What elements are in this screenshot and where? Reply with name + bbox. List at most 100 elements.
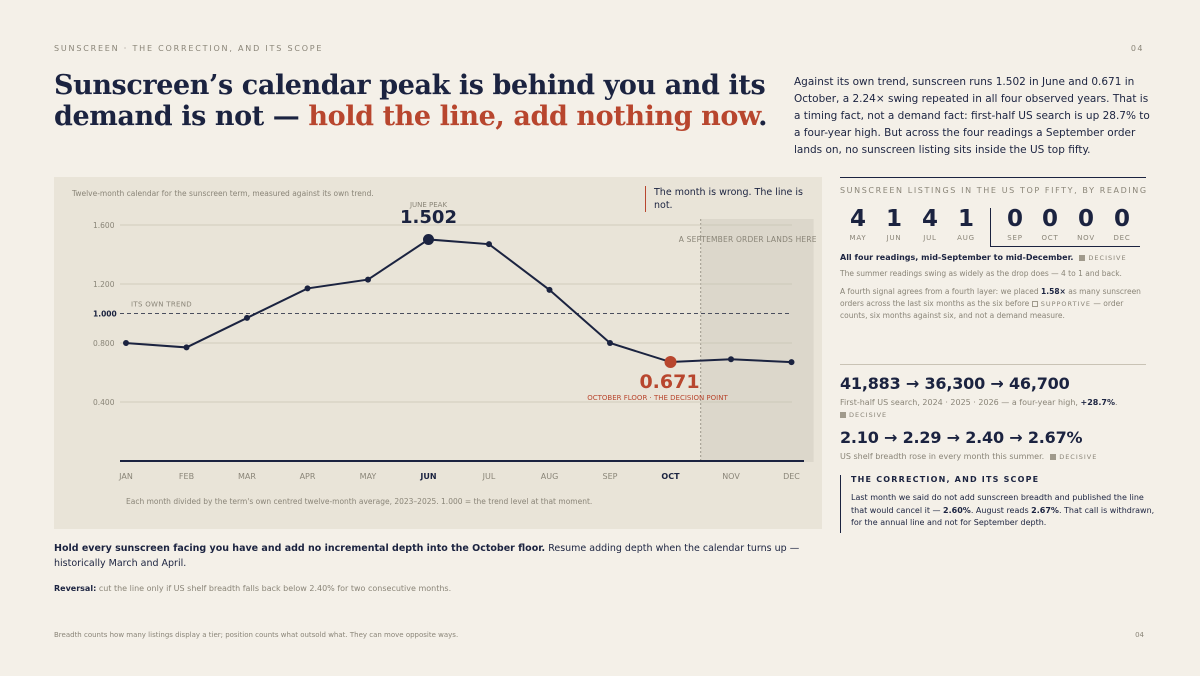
reading-count: 0	[1006, 206, 1023, 232]
readings-divider	[990, 208, 991, 246]
action-statement: Hold every sunscreen facing you have and…	[54, 541, 824, 571]
search-decisive-tag: DECISIVE	[840, 409, 887, 421]
action-bold: Hold every sunscreen facing you have and…	[54, 543, 546, 554]
reading-count: 0	[1113, 206, 1130, 232]
floor-point	[664, 356, 677, 369]
search-cap-c: .	[1114, 398, 1118, 407]
breadth-cap-text: US shelf breadth rose in every month thi…	[840, 452, 1045, 461]
line3-d: — order counts, six months against six, …	[840, 298, 1124, 321]
reading-month: SEP	[1007, 234, 1023, 242]
listings-line2: The summer readings swing as widely as t…	[840, 269, 1122, 278]
correction-body: Last month we said do not add sunscreen …	[851, 492, 1157, 530]
reading-oct: 0 OCT	[1032, 206, 1068, 242]
reading-month: AUG	[957, 234, 975, 242]
chart-canvas: A SEPTEMBER ORDER LANDS HERE 0.400 0.800 1.…	[93, 201, 817, 481]
search-caption: First-half US search, 2024 · 2025 · 2026…	[840, 397, 1150, 421]
x-tick-label: MAR	[238, 472, 256, 481]
reading-month: JUL	[923, 234, 937, 242]
x-tick-label: AUG	[541, 472, 559, 481]
x-tick-label: DEC	[783, 472, 800, 481]
reading-jul: 4 JUL	[912, 206, 948, 242]
page-number-bottom: 04	[1135, 631, 1144, 639]
data-point	[486, 241, 492, 248]
line3-c: as many sunscreen orders across the last…	[840, 287, 1141, 308]
reading-dec: 0 DEC	[1104, 206, 1140, 242]
listings-top-rule	[840, 177, 1146, 178]
reading-count: 0	[1077, 206, 1094, 232]
x-tick-label: NOV	[722, 472, 740, 481]
breadth-caption: US shelf breadth rose in every month thi…	[840, 451, 1150, 463]
reading-month: JUN	[886, 234, 902, 242]
reading-month: MAY	[849, 234, 867, 242]
reading-month: DEC	[1113, 234, 1131, 242]
x-tick-label: JAN	[118, 472, 133, 481]
reading-may: 4 MAY	[840, 206, 876, 242]
listings-line1: All four readings, mid-September to mid-…	[840, 253, 1146, 262]
reversal-label: Reversal:	[54, 584, 97, 593]
page-number-top: 04	[1130, 44, 1144, 53]
correction-box: THE CORRECTION, AND ITS SCOPE Last month…	[840, 475, 1157, 533]
section-kicker: SUNSCREEN · THE CORRECTION, AND ITS SCOP…	[54, 44, 324, 53]
x-tick-label: MAY	[360, 472, 377, 481]
corr-c: . August reads	[970, 505, 1032, 515]
listings-title: SUNSCREEN LISTINGS IN THE US TOP FIFTY, …	[840, 186, 1148, 195]
data-point	[607, 340, 613, 346]
reading-nov: 0 NOV	[1068, 206, 1104, 242]
action-rest: Resume adding depth when the calendar tu…	[54, 543, 800, 569]
data-point	[304, 285, 311, 292]
line3-multiplier: 1.58×	[1041, 287, 1066, 296]
floor-label: OCTOBER FLOOR · THE DECISION POINT	[587, 394, 728, 402]
reversal-note: Reversal: cut the line only if US shelf …	[54, 584, 451, 593]
reading-count: 1	[957, 206, 974, 232]
breadth-decisive-tag: DECISIVE	[1050, 451, 1097, 463]
reversal-text: cut the line only if US shelf breadth fa…	[96, 584, 452, 593]
decisive-tag: DECISIVE	[1079, 254, 1126, 262]
listings-line3: A fourth signal agrees from a fourth lay…	[840, 286, 1150, 322]
x-tick-label: JUL	[482, 472, 496, 481]
reading-count: 4	[849, 206, 866, 232]
footer-note: Breadth counts how many listings display…	[54, 631, 459, 639]
search-sequence: 41,883 → 36,300 → 46,700	[840, 374, 1070, 393]
headline-accent: hold the line, add nothing now	[308, 101, 759, 132]
corr-threshold: 2.60%	[943, 505, 971, 515]
data-point	[788, 359, 795, 366]
x-tick-label: APR	[300, 472, 316, 481]
peak-point	[423, 233, 434, 245]
listings-readings: 4 MAY 1 JUN 4 JUL 1 AUG 0 SEP 0 OCT 0 NOV 0 DEC	[840, 206, 1146, 248]
headline-end: .	[758, 101, 768, 132]
y-tick-label: 0.800	[93, 339, 115, 348]
intro-paragraph: Against its own trend, sunscreen runs 1.…	[794, 76, 1150, 156]
peak-value: 1.502	[400, 207, 457, 228]
reading-count: 0	[1041, 206, 1058, 232]
reading-count: 1	[885, 206, 902, 232]
reading-aug: 1 AUG	[948, 206, 984, 242]
reading-count: 4	[921, 206, 938, 232]
search-top-rule	[840, 364, 1146, 365]
search-growth: +28.7%	[1080, 398, 1115, 407]
data-point	[728, 356, 734, 363]
headline-main: Sunscreen’s calendar peak is behind you …	[54, 70, 766, 132]
seasonality-chart: A SEPTEMBER ORDER LANDS HERE 0.400 0.800 1.…	[54, 177, 822, 529]
x-tick-label: OCT	[661, 472, 680, 481]
data-point	[183, 344, 190, 351]
corr-august: 2.67%	[1031, 505, 1059, 515]
peak-label: JUNE PEAK	[409, 201, 448, 209]
y-tick-label: 0.400	[93, 398, 115, 407]
trend-label: ITS OWN TREND	[131, 301, 192, 309]
page-headline: Sunscreen’s calendar peak is behind you …	[54, 70, 774, 132]
search-cap-a: First-half US search, 2024 · 2025 · 2026…	[840, 398, 1081, 407]
order-window-shade	[700, 219, 814, 462]
reading-month: OCT	[1041, 234, 1059, 242]
data-point	[546, 286, 553, 293]
y-tick-label: 1.000	[93, 310, 117, 319]
correction-title: THE CORRECTION, AND ITS SCOPE	[851, 475, 1040, 484]
data-point	[365, 276, 371, 283]
series-line	[125, 238, 792, 364]
breadth-sequence: 2.10 → 2.29 → 2.40 → 2.67%	[840, 428, 1083, 447]
x-tick-label: FEB	[179, 472, 194, 481]
x-tick-label: SEP	[603, 472, 618, 481]
y-tick-label: 1.200	[93, 280, 115, 289]
x-tick-label: JUN	[419, 472, 436, 481]
chart-callout: The month is wrong. The line is not.	[645, 186, 814, 212]
corr-a: Last month we said do not add sunscreen …	[851, 493, 1144, 515]
